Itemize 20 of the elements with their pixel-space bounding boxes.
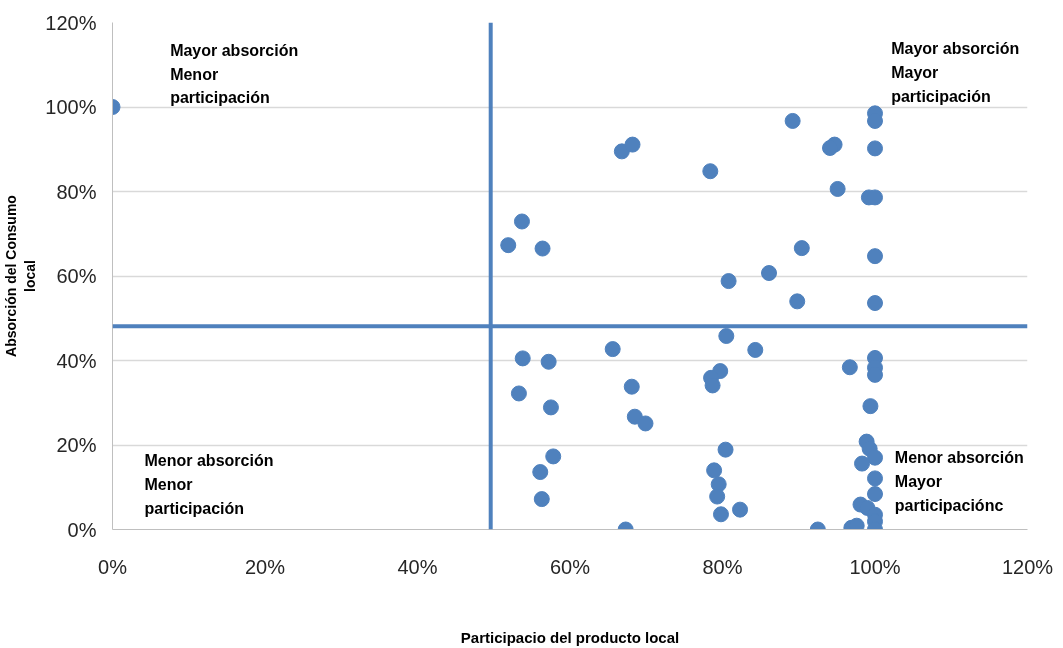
x-tick-label: 20% — [244, 555, 286, 578]
annotation: Mayor absorción Menor participación — [170, 41, 299, 107]
x-tick-label: 0% — [98, 555, 128, 578]
y-tick-label: 60% — [56, 265, 97, 287]
y-tick-label: 80% — [56, 180, 97, 203]
x-tick-label: 80% — [702, 555, 743, 578]
x-axis-title: Participacio del producto local — [460, 628, 680, 646]
y-tick-label: 20% — [56, 434, 97, 456]
y-tick-label: 0% — [67, 518, 97, 541]
y-tick-label: 100% — [45, 96, 97, 118]
annotation: Menor absorción Mayor participaciónc — [894, 449, 1024, 514]
x-tick-label: 100% — [849, 555, 901, 578]
y-tick-label: 120% — [45, 11, 97, 34]
annotation: Mayor absorción Mayor participación — [891, 40, 1020, 105]
x-tick-label: 40% — [397, 555, 438, 578]
x-tick-label: 120% — [1001, 555, 1054, 578]
x-tick-label: 60% — [549, 555, 591, 578]
y-axis-title: Absorción del Consumo local — [3, 195, 39, 357]
annotation: Menor absorción Menor participación — [144, 452, 274, 518]
y-tick-label: 40% — [56, 349, 97, 372]
